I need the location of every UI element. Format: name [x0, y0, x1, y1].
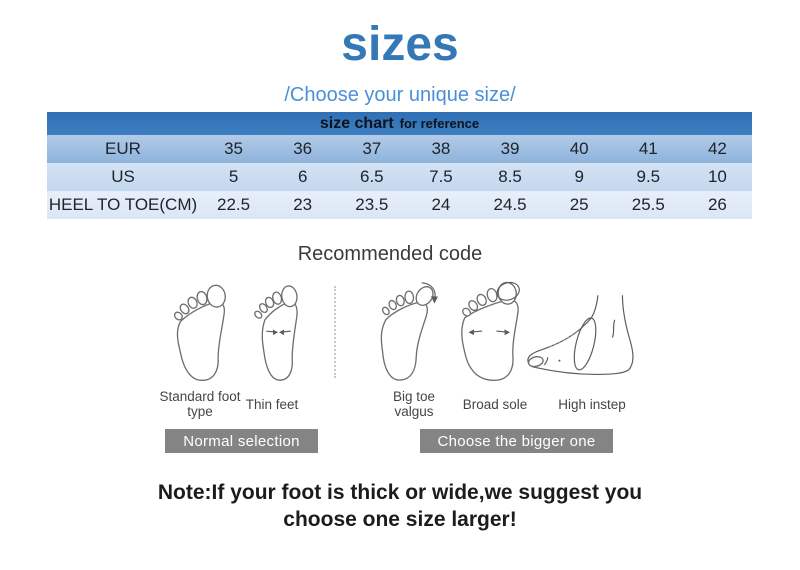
table-cell: 37: [362, 139, 382, 158]
table-cell: 41: [638, 139, 658, 158]
standard-foot-icon: [164, 282, 242, 386]
normal-selection-badge: Normal selection: [165, 429, 318, 453]
table-cell: 10: [707, 167, 727, 186]
table-cell: 25: [569, 195, 589, 214]
label-line: type: [187, 404, 213, 419]
label-line: valgus: [394, 404, 434, 419]
table-header-title: size chart: [319, 114, 394, 132]
table-cell: 6.5: [359, 167, 384, 186]
label-thin-feet: Thin feet: [227, 386, 317, 422]
table-cell: 39: [500, 139, 520, 158]
label-broad-sole: Broad sole: [445, 386, 545, 422]
table-cell: 24: [431, 195, 451, 214]
table-cell: 40: [569, 139, 589, 158]
row-label-us: US: [111, 167, 135, 186]
label-line: Thin feet: [245, 396, 299, 412]
table-cell: 36: [293, 139, 313, 158]
size-chart-table: size chart for reference EUR 35 36 37 38…: [47, 112, 752, 219]
note-line-1: Note:If your foot is thick or wide,we su…: [157, 481, 643, 504]
size-note: Note:If your foot is thick or wide,we su…: [0, 479, 800, 533]
recommended-code-title: Recommended code: [297, 243, 483, 265]
table-cell: 9: [574, 167, 584, 186]
table-cell: 38: [431, 139, 451, 158]
page-title: sizes: [341, 18, 459, 71]
page-subtitle: /Choose your unique size/: [284, 84, 516, 106]
high-instep-icon: [524, 292, 652, 384]
group-divider-dotted-line: [334, 286, 336, 378]
thin-feet-icon: [246, 282, 312, 386]
label-high-instep: High instep: [542, 386, 642, 422]
label-line: Broad sole: [462, 396, 528, 412]
label-line: Standard foot: [159, 389, 241, 404]
table-cell: 24.5: [493, 195, 527, 214]
table-cell: 5: [228, 167, 239, 186]
label-big-toe-valgus: Big toe valgus: [369, 386, 459, 422]
table-row-heel-to-toe: HEEL TO TOE(CM) 22.5 23 23.5 24 24.5 25 …: [47, 191, 752, 219]
label-standard-foot-type: Standard foot type: [150, 386, 250, 422]
table-cell: 26: [707, 195, 727, 214]
table-row-eur: EUR 35 36 37 38 39 40 41 42: [47, 135, 752, 163]
table-cell: 7.5: [429, 167, 453, 186]
table-cell: 6: [297, 167, 308, 186]
table-header: size chart for reference: [47, 112, 752, 135]
table-cell: 8.5: [498, 167, 522, 186]
label-line: High instep: [558, 396, 626, 412]
broad-sole-icon: [452, 280, 536, 386]
row-label-eur: EUR: [105, 139, 141, 158]
table-cell: 22.5: [217, 195, 251, 214]
table-cell: 35: [224, 139, 244, 158]
table-cell: 9.5: [636, 167, 661, 186]
label-line: Big toe: [392, 389, 436, 404]
note-line-2: choose one size larger!: [283, 508, 517, 531]
table-cell: 23.5: [355, 195, 389, 214]
row-label-heel-to-toe: HEEL TO TOE(CM): [48, 195, 198, 214]
table-header-subtitle: for reference: [399, 116, 480, 131]
big-toe-valgus-icon: [366, 280, 446, 386]
recommended-code-section: Recommended code: [0, 243, 800, 475]
table-cell: 25.5: [631, 195, 665, 214]
table-row-us: US 5 6 6.5 7.5 8.5 9 9.5 10: [47, 163, 752, 191]
choose-bigger-one-badge: Choose the bigger one: [420, 429, 613, 453]
table-cell: 23: [293, 195, 313, 214]
table-cell: 42: [707, 139, 727, 158]
